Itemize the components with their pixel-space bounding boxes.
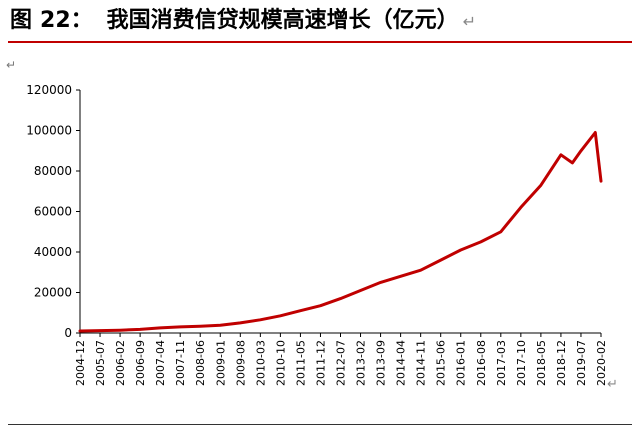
data-point	[459, 248, 462, 252]
data-point	[539, 184, 543, 187]
x-tick-label: 2016-08	[475, 340, 488, 386]
x-tick-label: 2006-02	[114, 340, 127, 386]
data-point	[599, 179, 603, 183]
x-tick-label: 2018-05	[535, 340, 548, 386]
y-tick-label: 80000	[34, 164, 72, 178]
data-point	[479, 240, 482, 244]
data-point	[259, 318, 262, 321]
data-point	[199, 325, 202, 328]
figure-label: 图	[10, 8, 33, 33]
data-point	[359, 289, 362, 292]
y-tick-label: 100000	[26, 124, 72, 138]
x-tick-label: 2014-04	[395, 340, 408, 386]
x-tick-label: 2014-11	[415, 340, 428, 386]
x-tick-label: 2016-01	[455, 340, 468, 386]
x-axis: 2004-12 2005-07 2006-02 2006-09 2007-04 2007-…	[74, 332, 608, 386]
x-tick-label: 2007-04	[154, 340, 167, 386]
data-point	[219, 324, 222, 327]
data-point	[571, 161, 574, 165]
data-point	[98, 329, 102, 332]
data-point	[499, 230, 502, 233]
y-tick-label: 60000	[34, 205, 72, 219]
data-point	[239, 321, 242, 325]
figure-number: 22：	[40, 8, 93, 33]
y-tick-label: 0	[64, 326, 72, 340]
x-tick-label: 2018-12	[555, 340, 568, 386]
x-tick-label: 2004-12	[74, 340, 87, 386]
title-rule	[8, 41, 632, 43]
return-mark-icon: ↵	[462, 12, 477, 31]
x-tick-label: 2020-02	[595, 340, 608, 386]
axis-return-mark-icon: ↵	[607, 377, 618, 392]
x-tick-label: 2008-06	[194, 340, 207, 386]
bottom-rule	[8, 424, 632, 425]
data-point	[579, 149, 583, 152]
paragraph-mark-icon: ↵	[6, 58, 17, 72]
x-tick-label: 2011-05	[294, 340, 307, 386]
data-point	[559, 153, 563, 156]
data-point	[319, 304, 322, 307]
y-tick-label: 120000	[26, 83, 72, 97]
data-point	[138, 328, 142, 331]
x-tick-label: 2009-08	[234, 340, 247, 386]
y-axis: 0 20000 40000 60000 80000 100000 120000	[26, 83, 81, 340]
figure-title: 图 22： 我国消费信贷规模高速增长（亿元） ↵	[10, 4, 476, 38]
x-tick-label: 2017-03	[495, 340, 508, 386]
y-tick-label: 20000	[34, 286, 72, 300]
x-tick-label: 2013-09	[375, 340, 388, 386]
data-point	[299, 309, 302, 312]
data-point	[419, 269, 422, 272]
data-point	[594, 131, 597, 134]
x-tick-label: 2009-01	[214, 340, 227, 386]
data-point	[399, 275, 402, 278]
data-point	[279, 314, 282, 317]
data-point	[118, 329, 122, 332]
x-tick-label: 2010-03	[254, 340, 267, 386]
x-tick-label: 2005-07	[94, 340, 107, 386]
series-layer	[78, 131, 603, 333]
x-tick-label: 2010-10	[274, 340, 287, 386]
data-point	[78, 329, 82, 333]
y-tick-label: 40000	[34, 245, 72, 259]
x-tick-label: 2011-12	[314, 340, 327, 386]
data-point	[159, 326, 162, 330]
figure-title-text: 我国消费信贷规模高速增长（亿元）	[106, 8, 459, 33]
x-tick-label: 2012-07	[335, 340, 348, 386]
data-point	[519, 206, 522, 209]
x-tick-label: 2013-02	[355, 340, 368, 386]
x-tick-label: 2015-06	[435, 340, 448, 386]
data-point	[379, 281, 382, 284]
x-tick-label: 2006-09	[134, 340, 147, 386]
data-point	[439, 258, 442, 262]
x-tick-label: 2007-11	[174, 340, 187, 386]
x-tick-label: 2017-10	[515, 340, 528, 386]
series-line	[78, 131, 603, 333]
data-point	[179, 325, 182, 329]
x-tick-label: 2019-07	[575, 340, 588, 386]
data-point	[339, 297, 342, 300]
